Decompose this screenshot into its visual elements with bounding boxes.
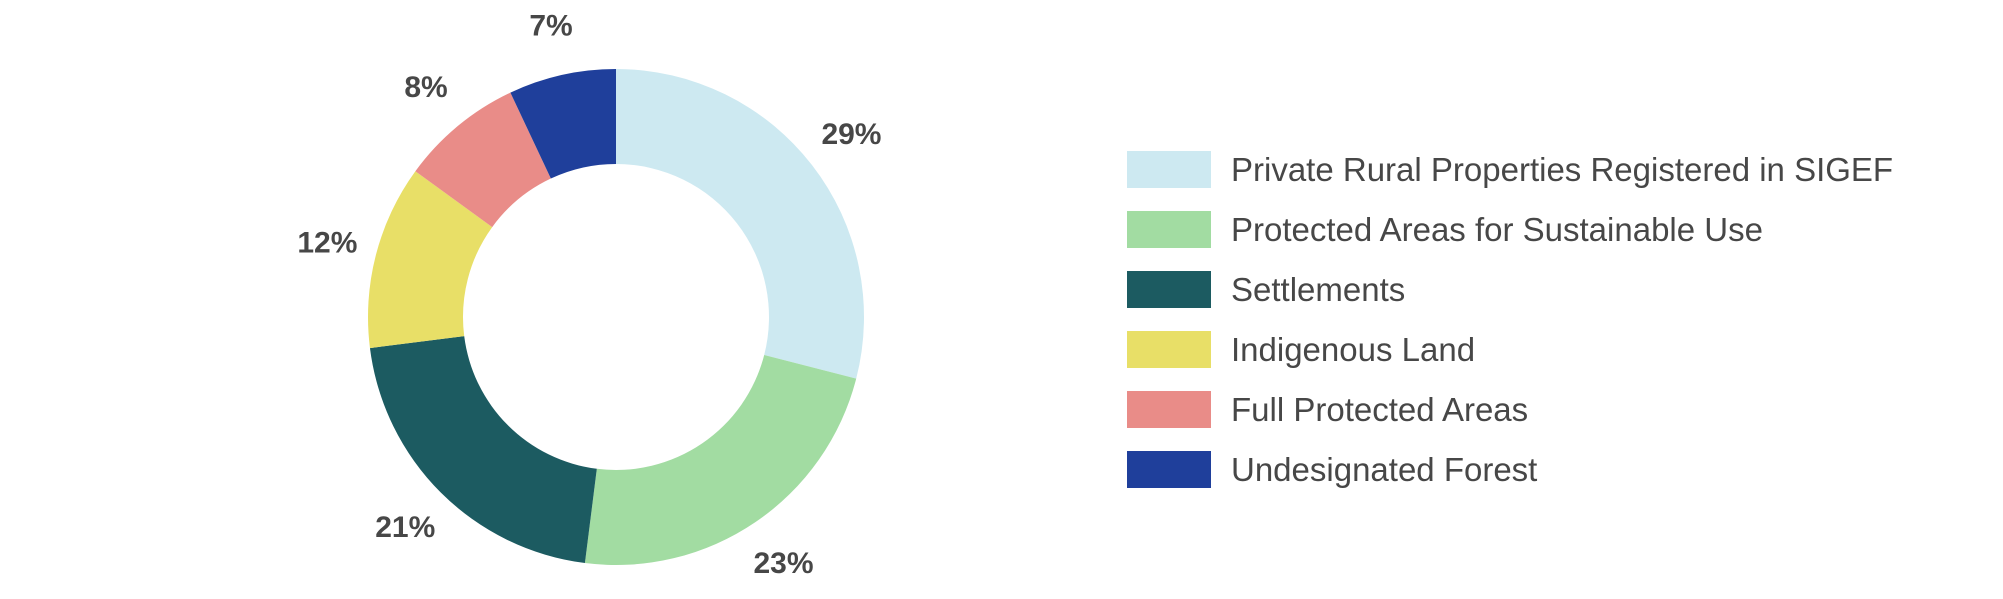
value-label-undesignated-forest: 7%	[529, 10, 572, 43]
legend: Private Rural Properties Registered in S…	[1127, 151, 1893, 488]
legend-label: Protected Areas for Sustainable Use	[1231, 211, 1763, 248]
legend-item-settlements: Settlements	[1127, 271, 1405, 308]
legend-item-indigenous-land: Indigenous Land	[1127, 331, 1475, 368]
value-label-full-protected-areas: 8%	[404, 71, 447, 104]
legend-label: Indigenous Land	[1231, 331, 1475, 368]
legend-swatch	[1127, 151, 1211, 188]
slice-protected-areas-for-sustainable-use	[584, 355, 857, 565]
legend-swatch	[1127, 391, 1211, 428]
legend-label: Undesignated Forest	[1231, 451, 1537, 488]
legend-swatch	[1127, 271, 1211, 308]
legend-swatch	[1127, 211, 1211, 248]
slice-private-rural-properties-registered-in-sigef	[616, 69, 864, 379]
legend-item-private-rural-properties-registered-in-sigef: Private Rural Properties Registered in S…	[1127, 151, 1893, 188]
legend-item-undesignated-forest: Undesignated Forest	[1127, 451, 1537, 488]
slice-settlements	[369, 336, 597, 564]
donut-slices	[368, 69, 864, 565]
slice-full-protected-areas	[415, 92, 551, 228]
legend-swatch	[1127, 451, 1211, 488]
legend-swatch	[1127, 331, 1211, 368]
percentage-labels: 29% 23% 21% 12% 8% 7%	[297, 10, 881, 580]
legend-label: Full Protected Areas	[1231, 391, 1528, 428]
value-label-settlements: 21%	[375, 511, 435, 544]
legend-item-protected-areas-for-sustainable-use: Protected Areas for Sustainable Use	[1127, 211, 1763, 248]
slice-indigenous-land	[368, 171, 493, 349]
legend-label: Private Rural Properties Registered in S…	[1231, 151, 1893, 188]
value-label-private-rural-properties-registered-in-sigef: 29%	[821, 118, 881, 151]
slice-undesignated-forest	[510, 69, 616, 179]
legend-item-full-protected-areas: Full Protected Areas	[1127, 391, 1528, 428]
value-label-indigenous-land: 12%	[297, 226, 357, 259]
value-label-protected-areas-for-sustainable-use: 23%	[753, 547, 813, 580]
legend-label: Settlements	[1231, 271, 1405, 308]
